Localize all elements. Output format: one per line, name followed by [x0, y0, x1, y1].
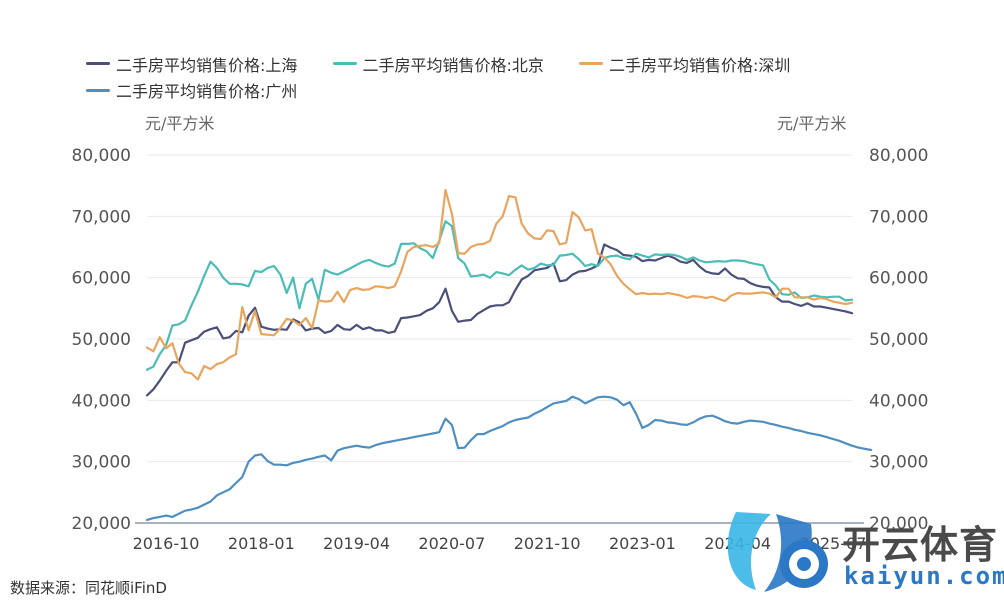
y-tick-label-right: 50,000	[869, 330, 928, 350]
legend-swatch-shanghai	[86, 62, 110, 65]
y-tick-label-left: 60,000	[72, 269, 131, 289]
legend-item-guangzhou[interactable]: 二手房平均销售价格:广州	[86, 77, 297, 103]
grid-lines	[147, 154, 852, 463]
legend-swatch-guangzhou	[86, 88, 110, 92]
x-tick-label: 2020-07	[418, 534, 485, 553]
x-tick-label: 2023-01	[609, 534, 676, 553]
y-tick-label-left: 80,000	[72, 146, 131, 166]
y-tick-label-right: 60,000	[869, 269, 928, 289]
watermark-title: 开云体育	[842, 523, 999, 567]
legend-label-guangzhou: 二手房平均销售价格:广州	[116, 82, 298, 101]
chart-legend: 二手房平均销售价格:上海 二手房平均销售价格:北京 二手房平均销售价格:深圳 二…	[86, 50, 986, 103]
y-tick-label-left: 20,000	[72, 514, 131, 534]
y-tick-label-right: 40,000	[869, 391, 928, 411]
y-tick-label-left: 50,000	[72, 330, 131, 350]
legend-item-beijing[interactable]: 二手房平均销售价格:北京	[332, 51, 544, 77]
watermark-logo-icon	[727, 512, 828, 592]
series-line-shenzhen	[145, 188, 854, 381]
series-line-shanghai	[145, 243, 854, 397]
legend-swatch-beijing	[332, 62, 357, 65]
y-tick-label-right: 20,000	[869, 514, 928, 534]
watermark-subtitle: kaiyun.com	[844, 562, 1004, 590]
y-axis-left: 20,000 30,000 40,000 50,000 60,000 70,000 80,0…	[72, 146, 131, 534]
legend-label-shanghai: 二手房平均销售价格:上海	[116, 55, 298, 75]
legend-swatch-shenzhen	[579, 62, 603, 65]
y-tick-label-right: 30,000	[869, 453, 928, 473]
y-axis-right: 20,000 30,000 40,000 50,000 60,000 70,000 80,0…	[869, 146, 928, 534]
x-tick-label: 2019-04	[323, 534, 390, 553]
data-source-note: 数据来源：同花顺iFinD	[10, 579, 167, 597]
legend-item-shenzhen[interactable]: 二手房平均销售价格:深圳	[579, 51, 790, 77]
y-tick-label-left: 30,000	[72, 453, 131, 473]
x-tick-label: 2016-10	[133, 534, 200, 553]
y-tick-label-left: 40,000	[72, 391, 131, 411]
y-axis-left-unit: 元/平方米	[145, 114, 215, 133]
series-line-guangzhou	[145, 395, 873, 522]
x-tick-label: 2018-01	[228, 534, 295, 553]
series-lines	[145, 188, 873, 522]
legend-label-beijing: 二手房平均销售价格:北京	[362, 55, 544, 75]
y-tick-label-right: 70,000	[869, 207, 928, 227]
y-axis-right-unit: 元/平方米	[777, 114, 847, 133]
x-tick-label: 2021-10	[514, 534, 581, 553]
y-tick-label-left: 70,000	[72, 207, 131, 227]
legend-label-shenzhen: 二手房平均销售价格:深圳	[609, 55, 791, 75]
series-line-beijing	[145, 220, 854, 371]
legend-item-shanghai[interactable]: 二手房平均销售价格:上海	[86, 51, 297, 77]
y-tick-label-right: 80,000	[869, 146, 928, 166]
